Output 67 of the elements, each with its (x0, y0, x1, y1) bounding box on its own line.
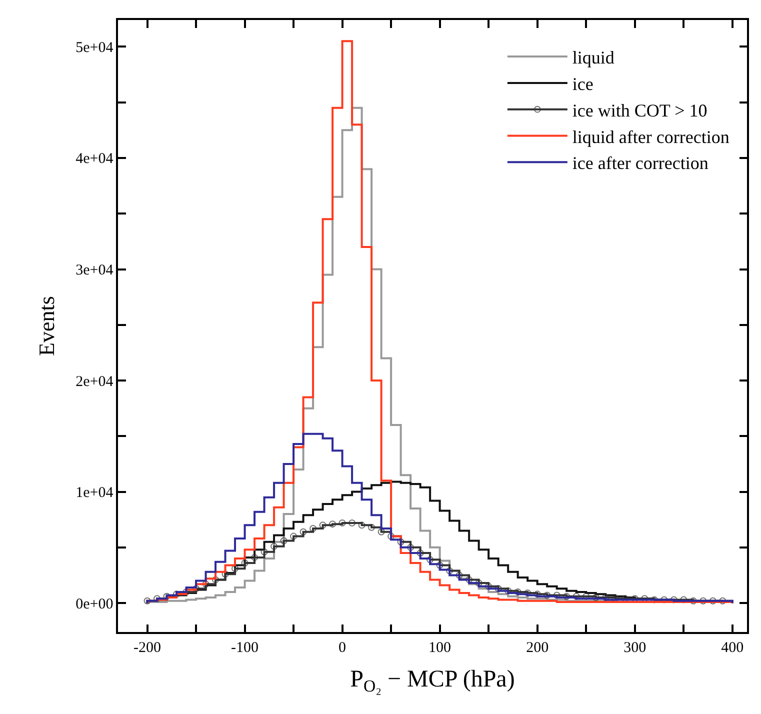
point (388, 532, 395, 540)
point (310, 525, 317, 532)
point (700, 597, 707, 604)
y-tick-label: 4e+04 (76, 151, 114, 168)
point (582, 592, 590, 600)
legend-label: ice (572, 74, 594, 94)
point (300, 528, 307, 536)
x-axis-title: P$_{O₂}$ − MCP (hPa) (350, 666, 515, 696)
point (553, 592, 560, 599)
y-tick-label: 3e+04 (76, 262, 114, 278)
point (407, 544, 414, 551)
point (475, 580, 482, 587)
legend-label: ice after correction (572, 153, 708, 174)
point (358, 522, 366, 529)
point (524, 590, 532, 597)
point (319, 522, 326, 529)
point (709, 597, 716, 604)
point (534, 590, 541, 598)
point (446, 567, 454, 574)
point (338, 519, 346, 526)
point (290, 532, 298, 540)
point (572, 592, 580, 600)
point (348, 519, 356, 526)
x-tick-label: 300 (624, 640, 646, 656)
point (436, 562, 444, 569)
legend-label: ice with COT > 10 (572, 100, 708, 120)
point (719, 597, 726, 604)
point (222, 570, 229, 578)
point (202, 580, 210, 588)
point (232, 565, 239, 572)
x-tick-label: -100 (231, 640, 259, 656)
point (280, 537, 288, 544)
point (260, 548, 268, 556)
point (466, 576, 473, 584)
y-tick-label: 2e+04 (76, 374, 114, 390)
y-axis-title: Events (34, 296, 59, 356)
y-tick-label: 1e+04 (76, 485, 114, 502)
point (416, 550, 424, 556)
x-tick-label: 100 (428, 640, 452, 656)
point (212, 576, 220, 584)
point (251, 554, 258, 561)
point (563, 592, 570, 600)
point (378, 528, 385, 536)
x-tick-label: 200 (526, 640, 549, 656)
point (241, 560, 248, 567)
point (494, 585, 502, 592)
point (602, 594, 610, 602)
point (397, 538, 404, 546)
point (426, 556, 434, 564)
point (485, 582, 492, 590)
point (368, 524, 376, 531)
point (144, 597, 151, 604)
x-tick-label: -200 (134, 640, 162, 656)
legend-label: liquid (572, 48, 614, 68)
y-tick-label: 5e+04 (76, 40, 114, 56)
point (456, 572, 463, 579)
point (329, 520, 336, 528)
point (592, 594, 600, 602)
point (690, 597, 697, 604)
point (270, 542, 278, 550)
x-tick-label: 400 (721, 640, 744, 656)
point (544, 592, 551, 599)
point (154, 595, 161, 602)
point (514, 588, 522, 596)
y-tick-label: 0e+00 (76, 596, 114, 612)
legend-label: liquid after correction (572, 126, 730, 147)
x-tick-label: 0 (338, 640, 346, 656)
